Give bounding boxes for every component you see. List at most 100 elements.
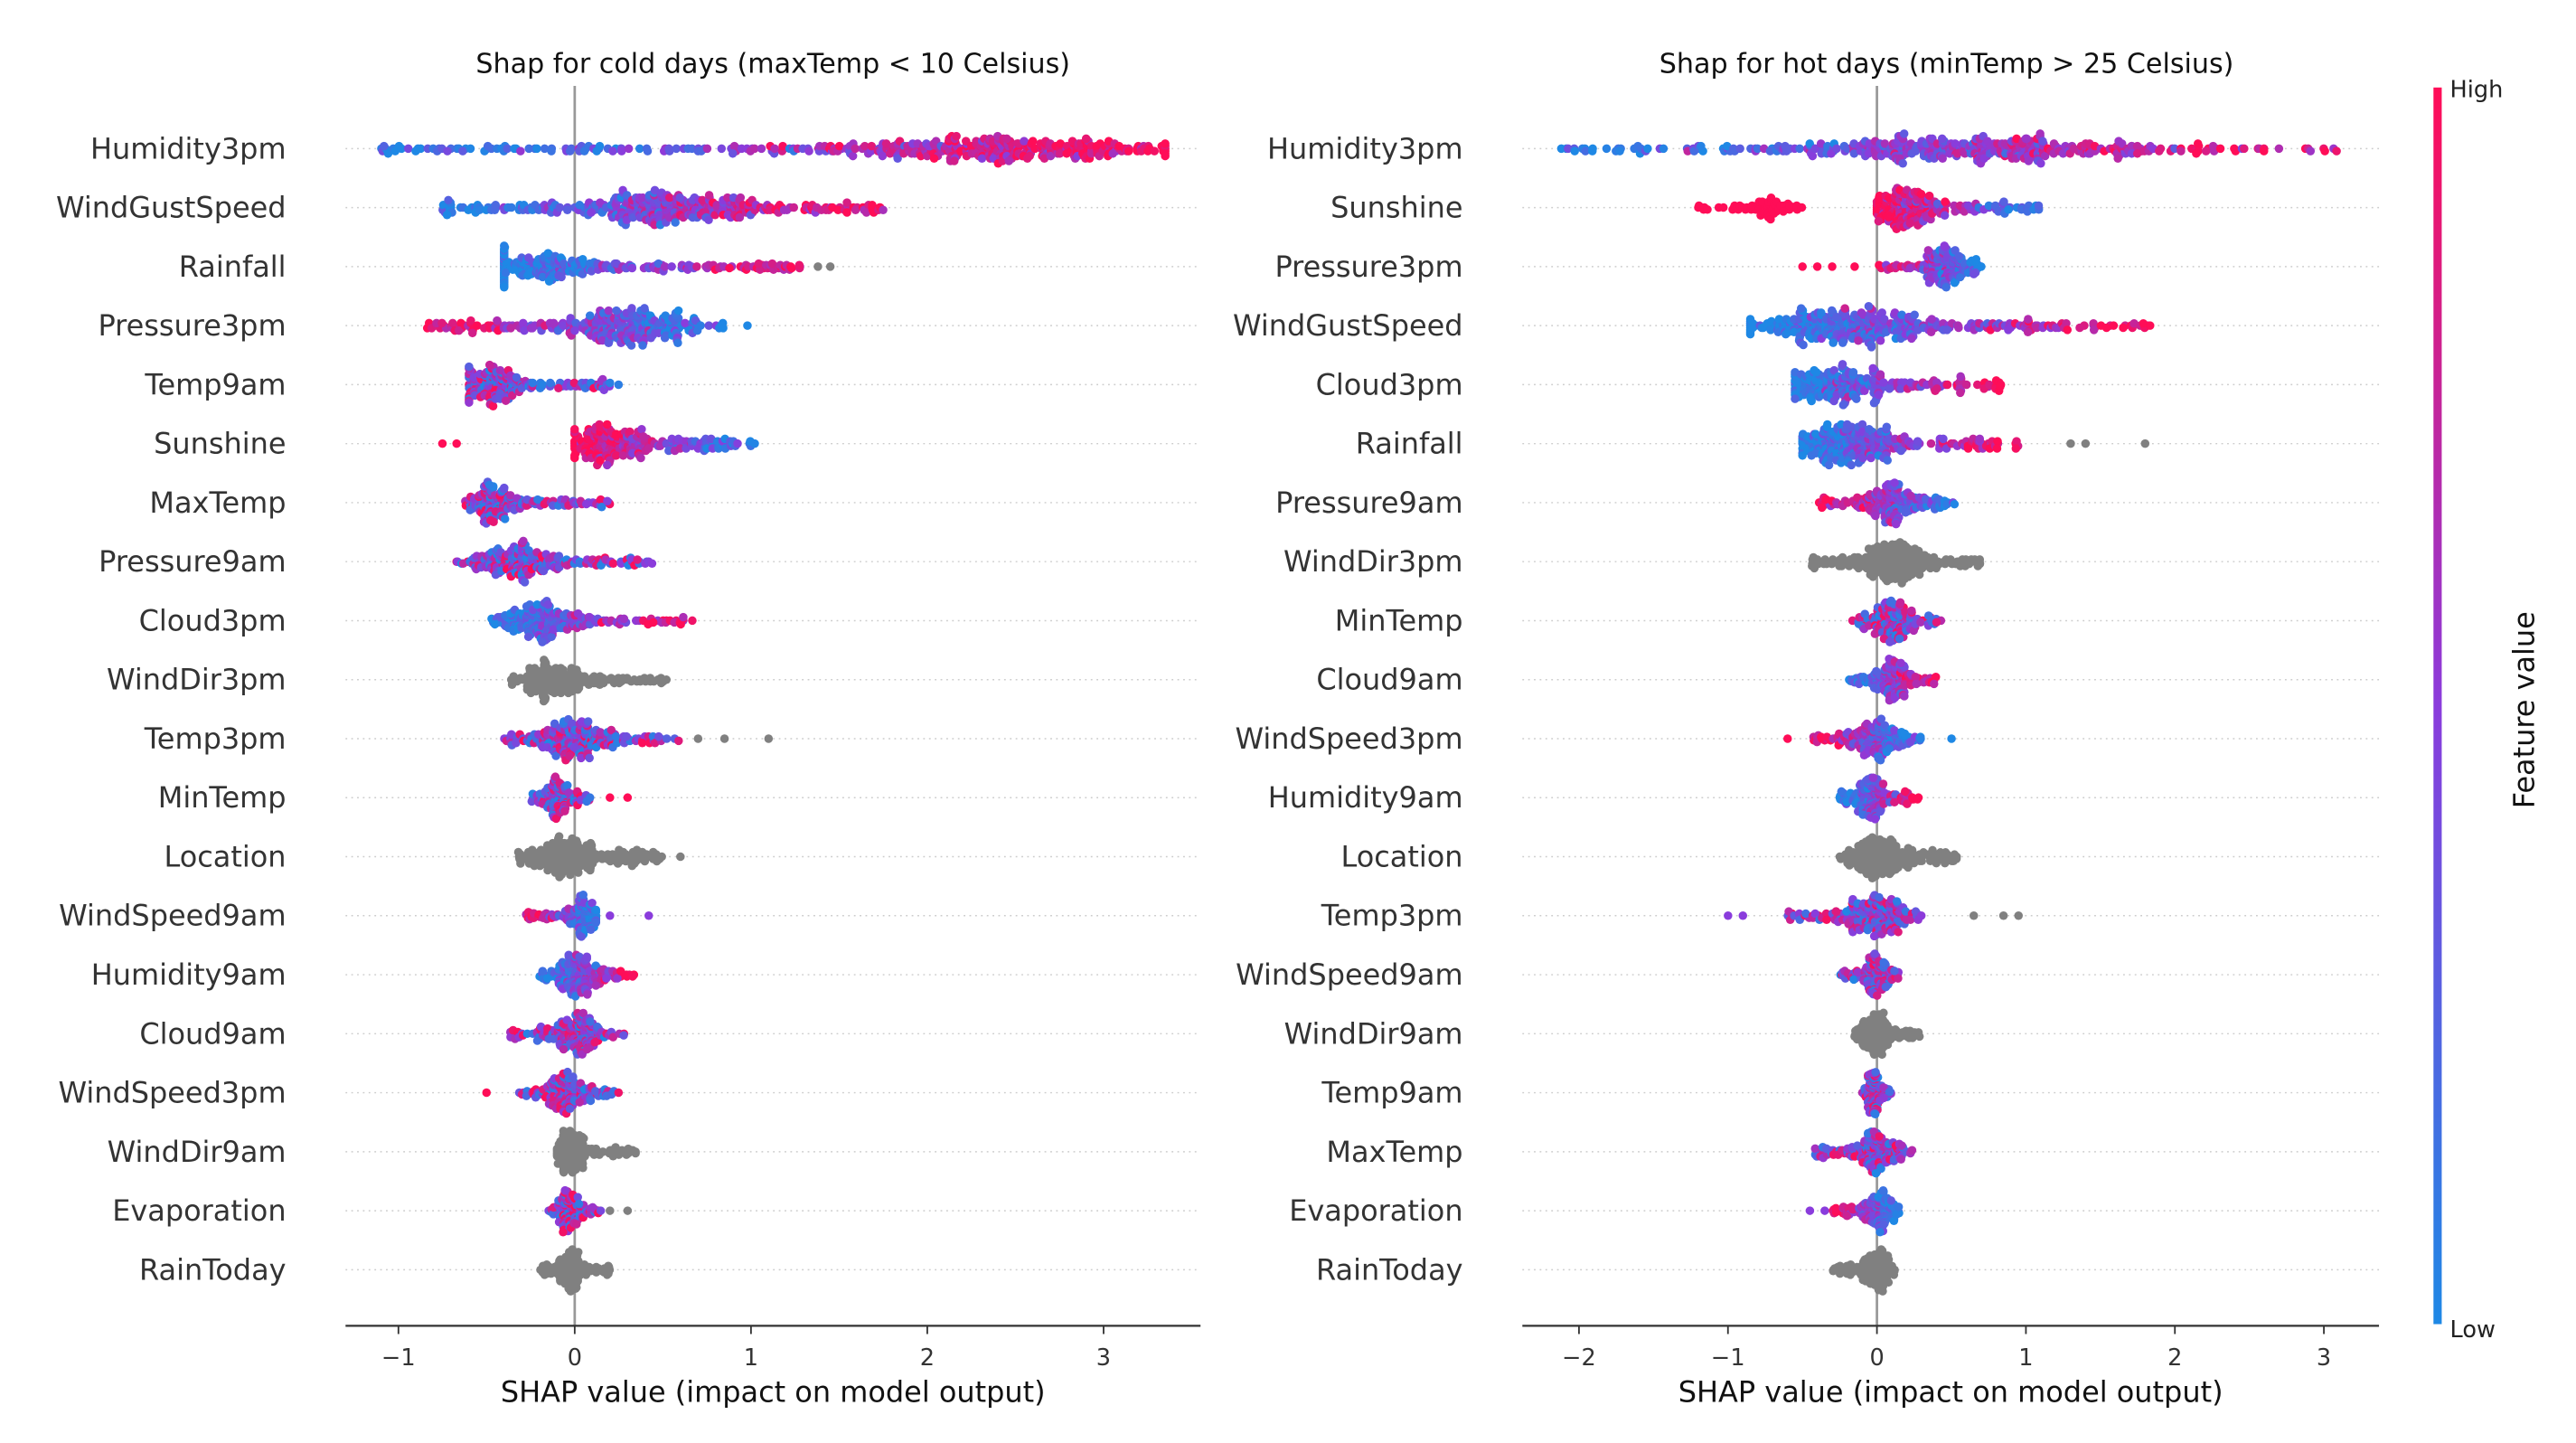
shap-point	[606, 378, 615, 388]
shap-point	[500, 514, 510, 523]
feature-label: Sunshine	[154, 427, 286, 461]
feature-row-Evaporation	[544, 1185, 633, 1237]
shap-point	[676, 852, 685, 862]
shap-point	[595, 141, 605, 151]
shap-point	[618, 847, 628, 857]
shap-point	[1898, 159, 1907, 168]
shap-point	[512, 373, 522, 382]
shap-point	[586, 925, 596, 935]
shap-point	[606, 793, 615, 802]
shap-point	[1046, 151, 1056, 161]
shap-point	[612, 451, 621, 460]
shap-point	[1587, 146, 1597, 156]
shap-point	[977, 154, 987, 164]
shap-point	[437, 318, 447, 328]
shap-point	[586, 865, 595, 875]
shap-point	[1938, 154, 1947, 164]
shap-point	[638, 341, 647, 350]
shap-point	[637, 847, 647, 857]
shap-point	[554, 383, 563, 393]
shap-point	[664, 446, 673, 456]
feature-label: Evaporation	[112, 1193, 286, 1228]
shap-point	[1055, 149, 1065, 158]
feature-row-Pressure9am	[452, 536, 657, 587]
shap-point	[520, 578, 530, 587]
shap-point	[617, 146, 626, 156]
shap-point	[619, 614, 629, 624]
shap-point	[675, 193, 685, 203]
shap-point	[867, 141, 877, 151]
shap-point	[729, 141, 739, 151]
shap-point	[833, 205, 842, 215]
shap-point	[625, 427, 635, 437]
shap-point	[528, 324, 537, 333]
shap-point	[516, 146, 525, 156]
shap-point	[489, 517, 498, 526]
shap-point	[619, 1031, 628, 1040]
shap-point	[1025, 151, 1034, 161]
shap-point	[403, 144, 413, 154]
feature-row-WindSpeed9am	[522, 890, 653, 941]
shap-point	[825, 262, 835, 271]
shap-point	[733, 439, 742, 448]
shap-point	[570, 425, 579, 434]
shap-point	[473, 321, 482, 330]
feature-label: WindSpeed3pm	[58, 1076, 286, 1110]
shap-point	[639, 432, 648, 441]
shap-point	[879, 205, 888, 215]
shap-point	[465, 362, 474, 372]
shap-point	[603, 496, 612, 505]
shap-point	[735, 212, 745, 222]
shap-point	[637, 425, 646, 434]
shap-point	[578, 890, 588, 900]
shap-point	[1124, 146, 1133, 156]
shap-point	[586, 1096, 596, 1106]
shap-point	[624, 144, 634, 154]
feature-row-Cloud3pm	[487, 596, 697, 646]
shap-point	[500, 241, 509, 250]
shap-point	[719, 318, 728, 328]
feature-row-Pressure3pm	[422, 304, 752, 350]
feature-label: Temp3pm	[144, 722, 287, 756]
shap-point	[851, 205, 860, 215]
feature-row-Humidity3pm	[377, 131, 1170, 168]
shap-point	[674, 736, 683, 746]
shap-point	[719, 734, 729, 743]
shap-point	[1643, 144, 1652, 154]
shap-point	[501, 268, 511, 278]
shap-point	[443, 146, 452, 156]
shap-point	[574, 1248, 583, 1257]
chart-title: Shap for cold days (maxTemp < 10 Celsius…	[475, 48, 1070, 80]
shap-point	[1030, 144, 1039, 154]
shap-point	[1002, 134, 1011, 144]
shap-point	[628, 448, 637, 458]
shap-point	[579, 1260, 589, 1269]
shap-point	[464, 205, 473, 215]
shap-point	[466, 316, 475, 325]
shap-point	[602, 460, 612, 470]
shap-point	[665, 146, 674, 156]
shap-point	[1615, 146, 1624, 156]
x-tick-label: 3	[1096, 1344, 1111, 1372]
shap-point	[618, 451, 628, 460]
shap-point	[604, 306, 614, 316]
shap-point	[540, 144, 550, 154]
shap-point	[660, 334, 670, 343]
shap-point	[506, 324, 515, 333]
shap-point	[627, 304, 636, 313]
feature-label: Rainfall	[179, 250, 287, 284]
x-tick-label: 2	[920, 1344, 935, 1372]
shap-point	[794, 260, 804, 270]
feature-label: Cloud9am	[139, 1016, 286, 1051]
shap-point	[465, 144, 475, 154]
shap-point	[570, 325, 579, 335]
shap-point	[633, 555, 642, 564]
shap-point	[586, 793, 595, 802]
feature-label: Pressure9am	[99, 544, 286, 579]
shap-point	[757, 144, 766, 154]
shap-point	[860, 141, 870, 151]
feature-label: WindDir9am	[108, 1135, 287, 1169]
shap-point	[640, 304, 649, 313]
shap-point	[660, 262, 670, 271]
shap-point	[754, 259, 764, 269]
